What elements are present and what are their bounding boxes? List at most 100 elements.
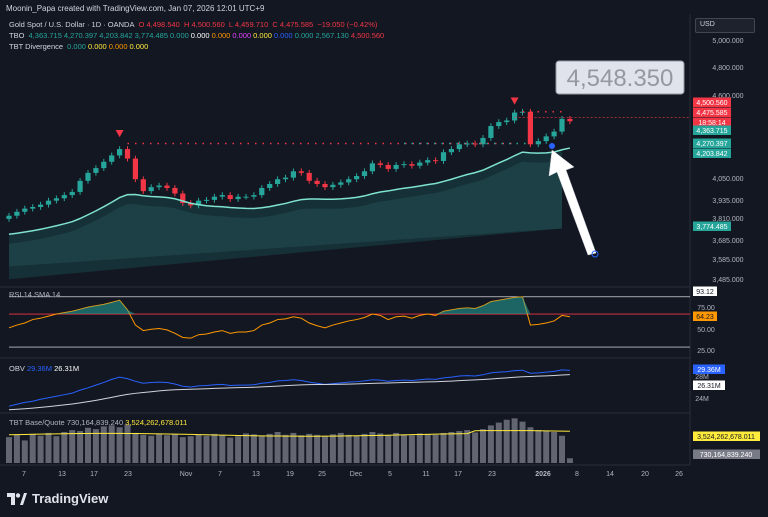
candle-body [330, 184, 336, 188]
volume-bar [108, 425, 115, 463]
candle-body [93, 168, 99, 173]
obv-value-2: 26.31M [54, 364, 80, 373]
tbo-value: 4,203.842 [99, 31, 133, 40]
price-tag-label: 4,270.397 [696, 141, 727, 148]
tbo-value: 4,500.560 [350, 31, 385, 40]
volume-bar [92, 429, 99, 463]
volume-bar [13, 434, 20, 463]
sell-marker-icon [115, 130, 124, 138]
divergence-value: 0.000 [87, 42, 107, 51]
time-axis-tick: 14 [606, 471, 614, 478]
symbol-title[interactable]: Gold Spot / U.S. Dollar · 1D · OANDA [9, 20, 135, 29]
candle-body [124, 149, 131, 159]
volume-bar [85, 427, 91, 463]
candle-body [188, 203, 194, 206]
candle-body [464, 143, 470, 145]
obv-value-1: 29.36M [26, 364, 52, 373]
obv-axis-tick: 24M [695, 396, 709, 403]
time-axis-tick: Nov [180, 471, 193, 478]
time-axis-tick: 13 [58, 471, 66, 478]
volume-bar [179, 437, 186, 463]
volume-bar [480, 429, 486, 463]
volume-bar [559, 435, 565, 463]
price-axis-tick: 3,585.000 [712, 257, 743, 264]
time-axis-tick: 7 [22, 471, 26, 478]
tradingview-logo-icon [7, 492, 27, 505]
volume-bar [416, 433, 423, 463]
candle-body [354, 176, 360, 180]
rsi-line [8, 296, 570, 339]
candle-body [409, 164, 415, 166]
volume-tag-label: 3,524,262,678.011 [697, 434, 755, 441]
candle-body [314, 180, 320, 184]
volume-bar [37, 435, 44, 463]
price-tag [693, 97, 731, 107]
obv-label: OBV [9, 364, 25, 373]
volume-bar [440, 432, 447, 463]
candle-body [417, 162, 423, 166]
volume-bar [116, 427, 123, 463]
candle-body [377, 163, 383, 165]
currency-button[interactable]: USD [695, 18, 755, 33]
volume-bar [243, 433, 249, 463]
rsi-tag [693, 311, 717, 321]
time-axis-tick: 26 [675, 471, 683, 478]
candle-body [196, 200, 202, 206]
volume-bar [203, 435, 210, 463]
tbo-legend[interactable]: TBO 4,363.715 4,270.397 4,203.842 3,774.485… [9, 31, 386, 40]
volume-bar [551, 431, 558, 463]
divergence-value: 0.000 [129, 42, 149, 51]
candle-body [433, 160, 439, 162]
tbo-value: 4,363.715 [28, 31, 62, 40]
price-axis-tick: 4,050.000 [712, 176, 743, 183]
time-axis-tick: Dec [350, 471, 363, 478]
time-axis-tick: 19 [286, 471, 294, 478]
tbo-cloud [9, 149, 562, 280]
volume-bar [401, 434, 407, 463]
candle-body [369, 163, 375, 172]
time-axis-tick: 8 [575, 471, 579, 478]
price-tag [693, 221, 731, 231]
volume-bar [290, 432, 297, 463]
candle-body [109, 155, 115, 162]
arrow-anchor-dot [549, 143, 555, 149]
volume-bar [227, 437, 234, 463]
tbo-value: 0.000 [211, 31, 231, 40]
ohlc-legend: Gold Spot / U.S. Dollar · 1D · OANDA O 4… [9, 20, 379, 29]
tbo-value: 0.000 [170, 31, 189, 40]
volume-bar [258, 435, 265, 463]
time-axis-tick: 2026 [535, 471, 551, 478]
volume-bar [329, 434, 336, 463]
tbo-value: 3,774.485 [134, 31, 169, 40]
volume-bar [298, 435, 305, 463]
obv-tag [693, 380, 725, 390]
candle-body [203, 199, 210, 201]
candle-body [512, 112, 518, 121]
rsi-tag-label: 93.12 [696, 289, 714, 296]
candle-body [361, 171, 368, 177]
candle-body [172, 187, 178, 194]
volume-bar [566, 458, 573, 463]
price-tag [693, 107, 731, 117]
volume-bar [385, 434, 392, 463]
volume-value-2: 3,524,262,678.011 [125, 418, 188, 427]
tbo-label: TBO [9, 31, 25, 40]
volume-bar [408, 435, 415, 463]
volume-pane-label: TBT Base/Quote 730,164,839.240 3,524,262… [9, 418, 187, 427]
time-axis-tick: 17 [90, 471, 98, 478]
candle-body [504, 120, 510, 123]
candle-body [282, 177, 289, 180]
candle-body [559, 118, 565, 132]
divergence-legend[interactable]: TBT Divergence 0.000 0.000 0.000 0.000 [9, 42, 150, 51]
price-axis-tick: 5,000.000 [712, 38, 743, 45]
volume-bar [543, 431, 550, 463]
chart-credit: Moonin_Papa created with TradingView.com… [6, 4, 265, 13]
candle-body [69, 191, 75, 196]
candle-body [30, 207, 36, 209]
obv-tag-label: 29.36M [697, 367, 721, 374]
candle-body [38, 204, 44, 208]
candle-body [219, 195, 225, 197]
tbo-value: 0.000 [253, 31, 272, 40]
volume-bar [377, 433, 384, 463]
